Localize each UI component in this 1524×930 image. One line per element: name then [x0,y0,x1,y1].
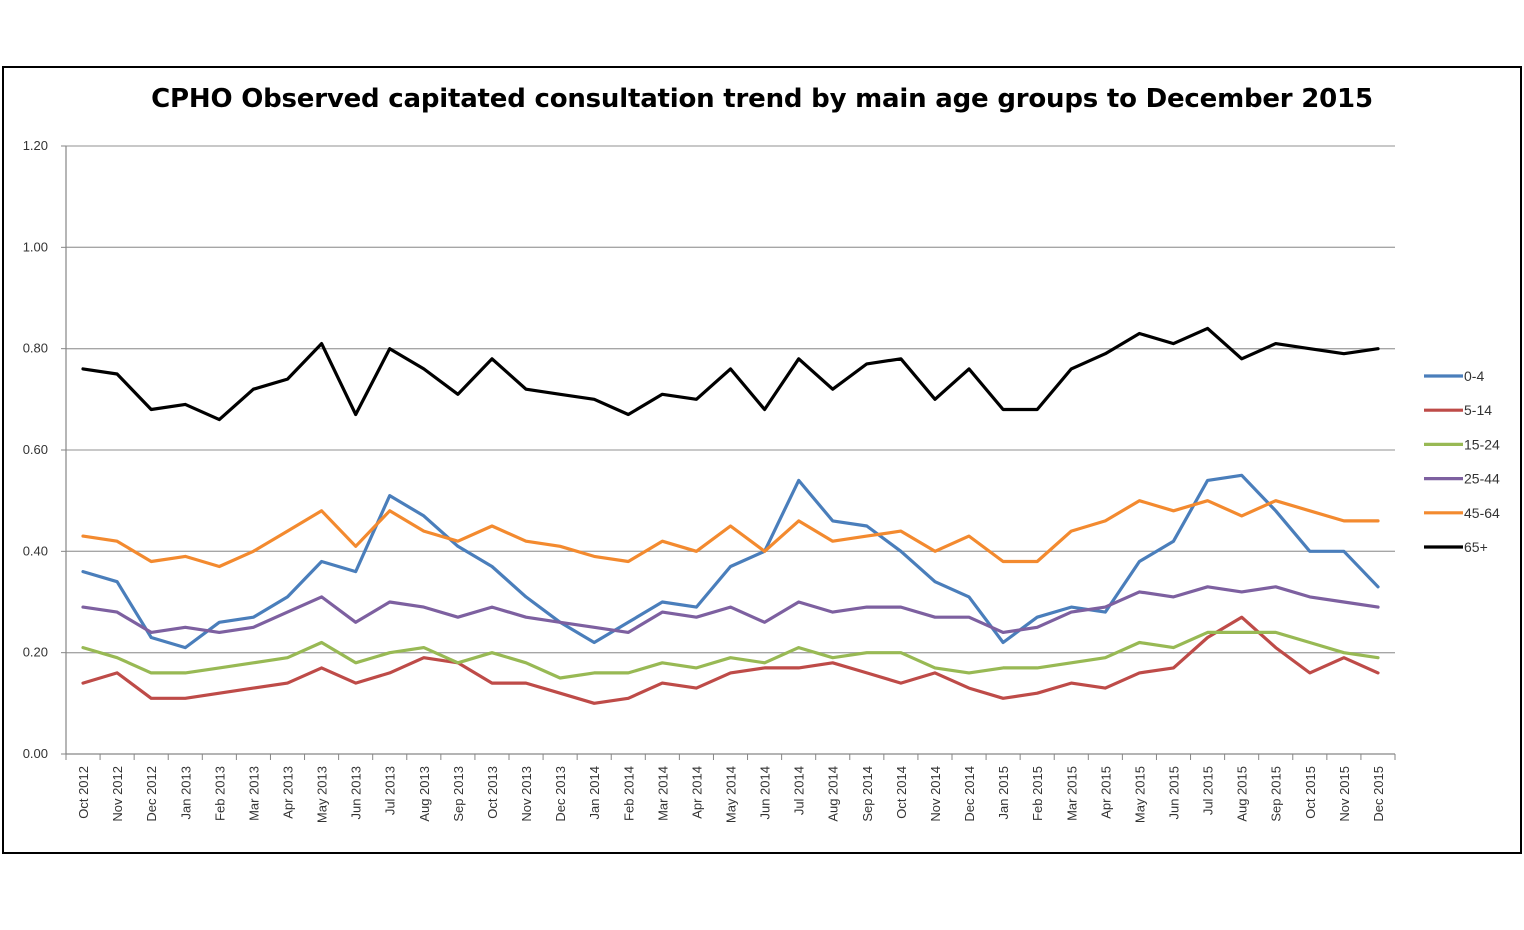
legend-label-45-64: 45-64 [1464,505,1500,521]
x-tick-label: Dec 2015 [1371,766,1386,822]
x-tick-label: Mar 2013 [246,766,261,821]
legend: 0-4 5-14 15-24 25-44 45-64 65+ [1424,368,1500,555]
x-tick-label: Jan 2014 [587,766,602,820]
x-tick-label: Nov 2014 [928,766,943,822]
x-tick-label: Jan 2013 [178,766,193,820]
x-tick-label: Apr 2015 [1098,766,1113,819]
x-tick-label: Jun 2013 [349,766,364,820]
y-tick-label: 0.20 [23,645,48,660]
y-tick-label: 0.80 [23,341,48,356]
x-tick-label: Oct 2015 [1303,766,1318,819]
x-tick-label: May 2015 [1132,766,1147,823]
x-tick-label: Mar 2015 [1064,766,1079,821]
chart-title: CPHO Observed capitated consultation tre… [151,84,1373,114]
x-tick-label: Mar 2014 [655,766,670,821]
y-tick-label: 0.60 [23,442,48,457]
y-tick-label: 0.00 [23,746,48,761]
x-tick-label: Oct 2014 [894,766,909,819]
x-tick-label: Aug 2014 [826,766,841,822]
x-tick-label: Jan 2015 [996,766,1011,820]
x-tick-label: Jun 2014 [758,766,773,820]
x-tick-label: Sep 2013 [451,766,466,822]
y-tick-label: 1.20 [23,138,48,153]
grid-lines [66,145,1395,654]
x-tick-label: Dec 2012 [144,766,159,822]
x-tick-label: Apr 2013 [281,766,296,819]
x-tick-label: Feb 2013 [212,766,227,821]
x-tick-label: Jul 2013 [383,766,398,815]
legend-label-0-4: 0-4 [1464,368,1484,384]
x-tick-label: Nov 2015 [1337,766,1352,822]
x-tick-label: Feb 2015 [1030,766,1045,821]
y-tick-label: 1.00 [23,239,48,254]
legend-label-65+: 65+ [1464,539,1488,555]
legend-label-5-14: 5-14 [1464,402,1492,418]
x-tick-label: Dec 2014 [962,766,977,822]
series-lines [81,326,1380,705]
x-tick-label: Jun 2015 [1167,766,1182,820]
x-tick-labels: Oct 2012 Nov 2012 Dec 2012 Jan 2013 Feb 2013… [76,766,1386,823]
series-line-5-14 [81,615,1380,705]
x-tick-label: Aug 2015 [1235,766,1250,822]
x-tick-label: May 2014 [724,766,739,823]
x-tick-label: Sep 2014 [860,766,875,822]
y-tick-labels: 0.00 0.20 0.40 0.60 0.80 1.00 1.20 [23,138,48,761]
x-tick-label: May 2013 [315,766,330,823]
legend-label-15-24: 15-24 [1464,436,1500,452]
x-tick-label: Oct 2012 [76,766,91,819]
axes [61,145,1396,760]
series-line-0-4 [81,473,1380,650]
series-line-65+ [81,326,1380,422]
x-tick-label: Apr 2014 [689,766,704,819]
x-tick-label: Jul 2015 [1201,766,1216,815]
x-tick-label: Feb 2014 [621,766,636,821]
x-tick-label: Aug 2013 [417,766,432,822]
x-tick-label: Nov 2013 [519,766,534,822]
x-tick-label: Nov 2012 [110,766,125,822]
legend-label-25-44: 25-44 [1464,471,1500,487]
x-tick-label: Jul 2014 [792,766,807,815]
chart-frame [2,66,1522,854]
x-tick-label: Dec 2013 [553,766,568,822]
x-tick-label: Sep 2015 [1269,766,1284,822]
series-line-45-64 [81,499,1380,569]
series-line-25-44 [81,585,1380,635]
x-tick-label: Oct 2013 [485,766,500,819]
series-line-15-24 [81,630,1380,680]
y-tick-label: 0.40 [23,543,48,558]
